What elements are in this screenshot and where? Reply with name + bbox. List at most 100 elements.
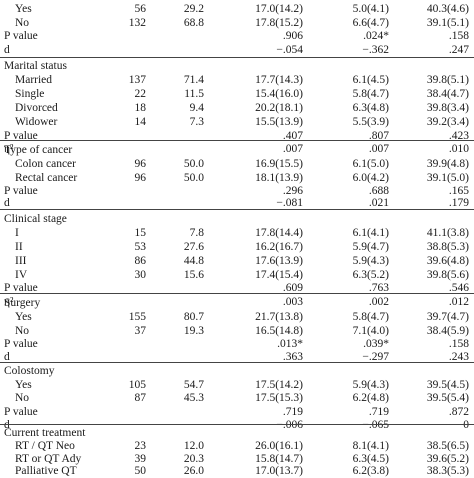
row-label: η² bbox=[4, 143, 14, 155]
row-label: Single bbox=[15, 88, 45, 100]
table-cell: .688 bbox=[368, 185, 389, 197]
table-row: Yes 155 80.7 21.7(13.8) 5.8(4.7) 39.7(4.7) bbox=[0, 310, 474, 324]
table-cell: 39.2(3.4) bbox=[426, 116, 469, 128]
table-cell: 39.9(4.8) bbox=[426, 158, 469, 170]
table-cell: .165 bbox=[448, 185, 469, 197]
table-cell: 19.3 bbox=[183, 325, 204, 337]
row-label: Yes bbox=[15, 379, 32, 391]
table-cell: .003 bbox=[282, 296, 303, 308]
table-cell: .546 bbox=[448, 282, 469, 294]
table-row: P value .407 .807 .423 bbox=[0, 129, 474, 143]
row-label: Colostomy bbox=[4, 365, 55, 377]
table-cell: −.065 bbox=[362, 419, 389, 431]
table-cell: .039* bbox=[363, 338, 389, 350]
row-label: No bbox=[15, 17, 30, 29]
table-row: No 132 68.8 17.8(15.2) 6.6(4.7) 39.1(5.1) bbox=[0, 16, 474, 30]
table-cell: −.006 bbox=[276, 419, 303, 431]
table-cell: 39.5(4.5) bbox=[426, 379, 469, 391]
table-cell: .010 bbox=[448, 143, 469, 155]
row-label: P value bbox=[4, 406, 38, 418]
table-row: Surgery bbox=[0, 296, 474, 310]
table-cell: 96 bbox=[134, 158, 147, 170]
table-cell: 5.9(4.7) bbox=[352, 241, 389, 253]
table-cell: 17.5(14.2) bbox=[255, 379, 303, 391]
table-row: Yes 105 54.7 17.5(14.2) 5.9(4.3) 39.5(4.5) bbox=[0, 378, 474, 392]
table-row: Single 22 11.5 15.4(16.0) 5.8(4.7) 38.4(4.7) bbox=[0, 87, 474, 101]
table-cell: 6.3(5.2) bbox=[352, 269, 389, 281]
table-cell: 18.1(13.9) bbox=[255, 172, 303, 184]
table-row: Colostomy bbox=[0, 364, 474, 378]
row-label: P value bbox=[4, 130, 38, 142]
row-label: RT / QT Neo bbox=[15, 440, 75, 452]
table-cell: 45.3 bbox=[183, 392, 204, 404]
table-cell: 9.4 bbox=[189, 102, 204, 114]
table-cell: 12.0 bbox=[183, 440, 204, 452]
table-cell: 15.4(16.0) bbox=[255, 88, 303, 100]
table-row: Colon cancer 96 50.0 16.9(15.5) 6.1(5.0) 39.9… bbox=[0, 157, 474, 171]
table-row: RT / QT Neo 23 12.0 26.0(16.1) 8.1(4.1) 38.5(… bbox=[0, 439, 474, 453]
table-cell: 38.8(5.3) bbox=[426, 241, 469, 253]
row-label: d bbox=[4, 197, 10, 209]
table-cell: 15.8(14.7) bbox=[255, 453, 303, 465]
table-cell: 105 bbox=[128, 379, 146, 391]
table-row: IV 30 15.6 17.4(15.4) 6.3(5.2) 39.8(5.6) bbox=[0, 268, 474, 282]
table-row: II 53 27.6 16.2(16.7) 5.9(4.7) 38.8(5.3) bbox=[0, 240, 474, 254]
table-cell: .296 bbox=[282, 185, 303, 197]
row-label: IV bbox=[15, 269, 28, 281]
table-cell: .247 bbox=[448, 44, 469, 56]
table-cell: .158 bbox=[448, 30, 469, 42]
table-cell: .906 bbox=[282, 30, 303, 42]
table-cell: .007 bbox=[282, 143, 303, 155]
table-cell: 44.8 bbox=[183, 255, 204, 267]
table-cell: 7.1(4.0) bbox=[352, 325, 389, 337]
table-cell: 29.2 bbox=[183, 3, 204, 15]
table-cell: 38.5(6.5) bbox=[426, 440, 469, 452]
table-cell: .872 bbox=[448, 406, 469, 418]
table-cell: 5.9(4.3) bbox=[352, 255, 389, 267]
table-cell: 17.0(14.2) bbox=[255, 3, 303, 15]
table-cell: 39.5(5.4) bbox=[426, 392, 469, 404]
table-cell: 39.1(5.1) bbox=[426, 17, 469, 29]
row-label: Palliative QT bbox=[15, 465, 77, 477]
table-cell: .407 bbox=[282, 130, 303, 142]
table-cell: 5.5(3.9) bbox=[352, 116, 389, 128]
table-cell: .179 bbox=[448, 197, 469, 209]
section-divider bbox=[0, 362, 474, 363]
table-cell: 96 bbox=[134, 172, 147, 184]
row-label: Widower bbox=[15, 116, 58, 128]
row-label: P value bbox=[4, 185, 38, 197]
table-cell: 7.3 bbox=[189, 116, 204, 128]
table-cell: 68.8 bbox=[183, 17, 204, 29]
row-label: Clinical stage bbox=[4, 213, 67, 225]
table-row: d .363 −.297 .243 bbox=[0, 350, 474, 364]
table-cell: 6.0(4.2) bbox=[352, 172, 389, 184]
table-cell: 38.4(4.7) bbox=[426, 88, 469, 100]
table-cell: .002 bbox=[368, 296, 389, 308]
table-cell: .719 bbox=[282, 406, 303, 418]
row-label: II bbox=[15, 241, 23, 253]
table-row: Current treatment bbox=[0, 426, 474, 440]
table-cell: 6.1(5.0) bbox=[352, 158, 389, 170]
table-row: Yes 56 29.2 17.0(14.2) 5.0(4.1) 40.3(4.6) bbox=[0, 2, 474, 16]
table-row: Rectal cancer 96 50.0 18.1(13.9) 6.0(4.2) 39.… bbox=[0, 171, 474, 185]
table-cell: 15 bbox=[134, 227, 147, 239]
table-cell: .763 bbox=[368, 282, 389, 294]
row-label: d bbox=[4, 44, 10, 56]
table-cell: 39.6(5.2) bbox=[426, 453, 469, 465]
table-cell: 37 bbox=[134, 325, 147, 337]
table-cell: 56 bbox=[134, 3, 147, 15]
table-cell: −.081 bbox=[276, 197, 303, 209]
table-cell: 39.8(5.6) bbox=[426, 269, 469, 281]
table-cell: 6.6(4.7) bbox=[352, 17, 389, 29]
table-row: d −.054 −.362 .247 bbox=[0, 43, 474, 57]
table-cell: 39.8(5.1) bbox=[426, 74, 469, 86]
table-cell: 137 bbox=[128, 74, 146, 86]
table-row: Married 137 71.4 17.7(14.3) 6.1(4.5) 39.8(5.1… bbox=[0, 73, 474, 87]
table-cell: 26.0 bbox=[183, 465, 204, 477]
row-label: Current treatment bbox=[4, 427, 86, 439]
table-cell: 26.0(16.1) bbox=[255, 440, 303, 452]
table-row: No 87 45.3 17.5(15.3) 6.2(4.8) 39.5(5.4) bbox=[0, 391, 474, 405]
table-row: Divorced 18 9.4 20.2(18.1) 6.3(4.8) 39.8(3.4) bbox=[0, 101, 474, 115]
table-cell: 53 bbox=[134, 241, 147, 253]
table-cell: 6.3(4.8) bbox=[352, 102, 389, 114]
